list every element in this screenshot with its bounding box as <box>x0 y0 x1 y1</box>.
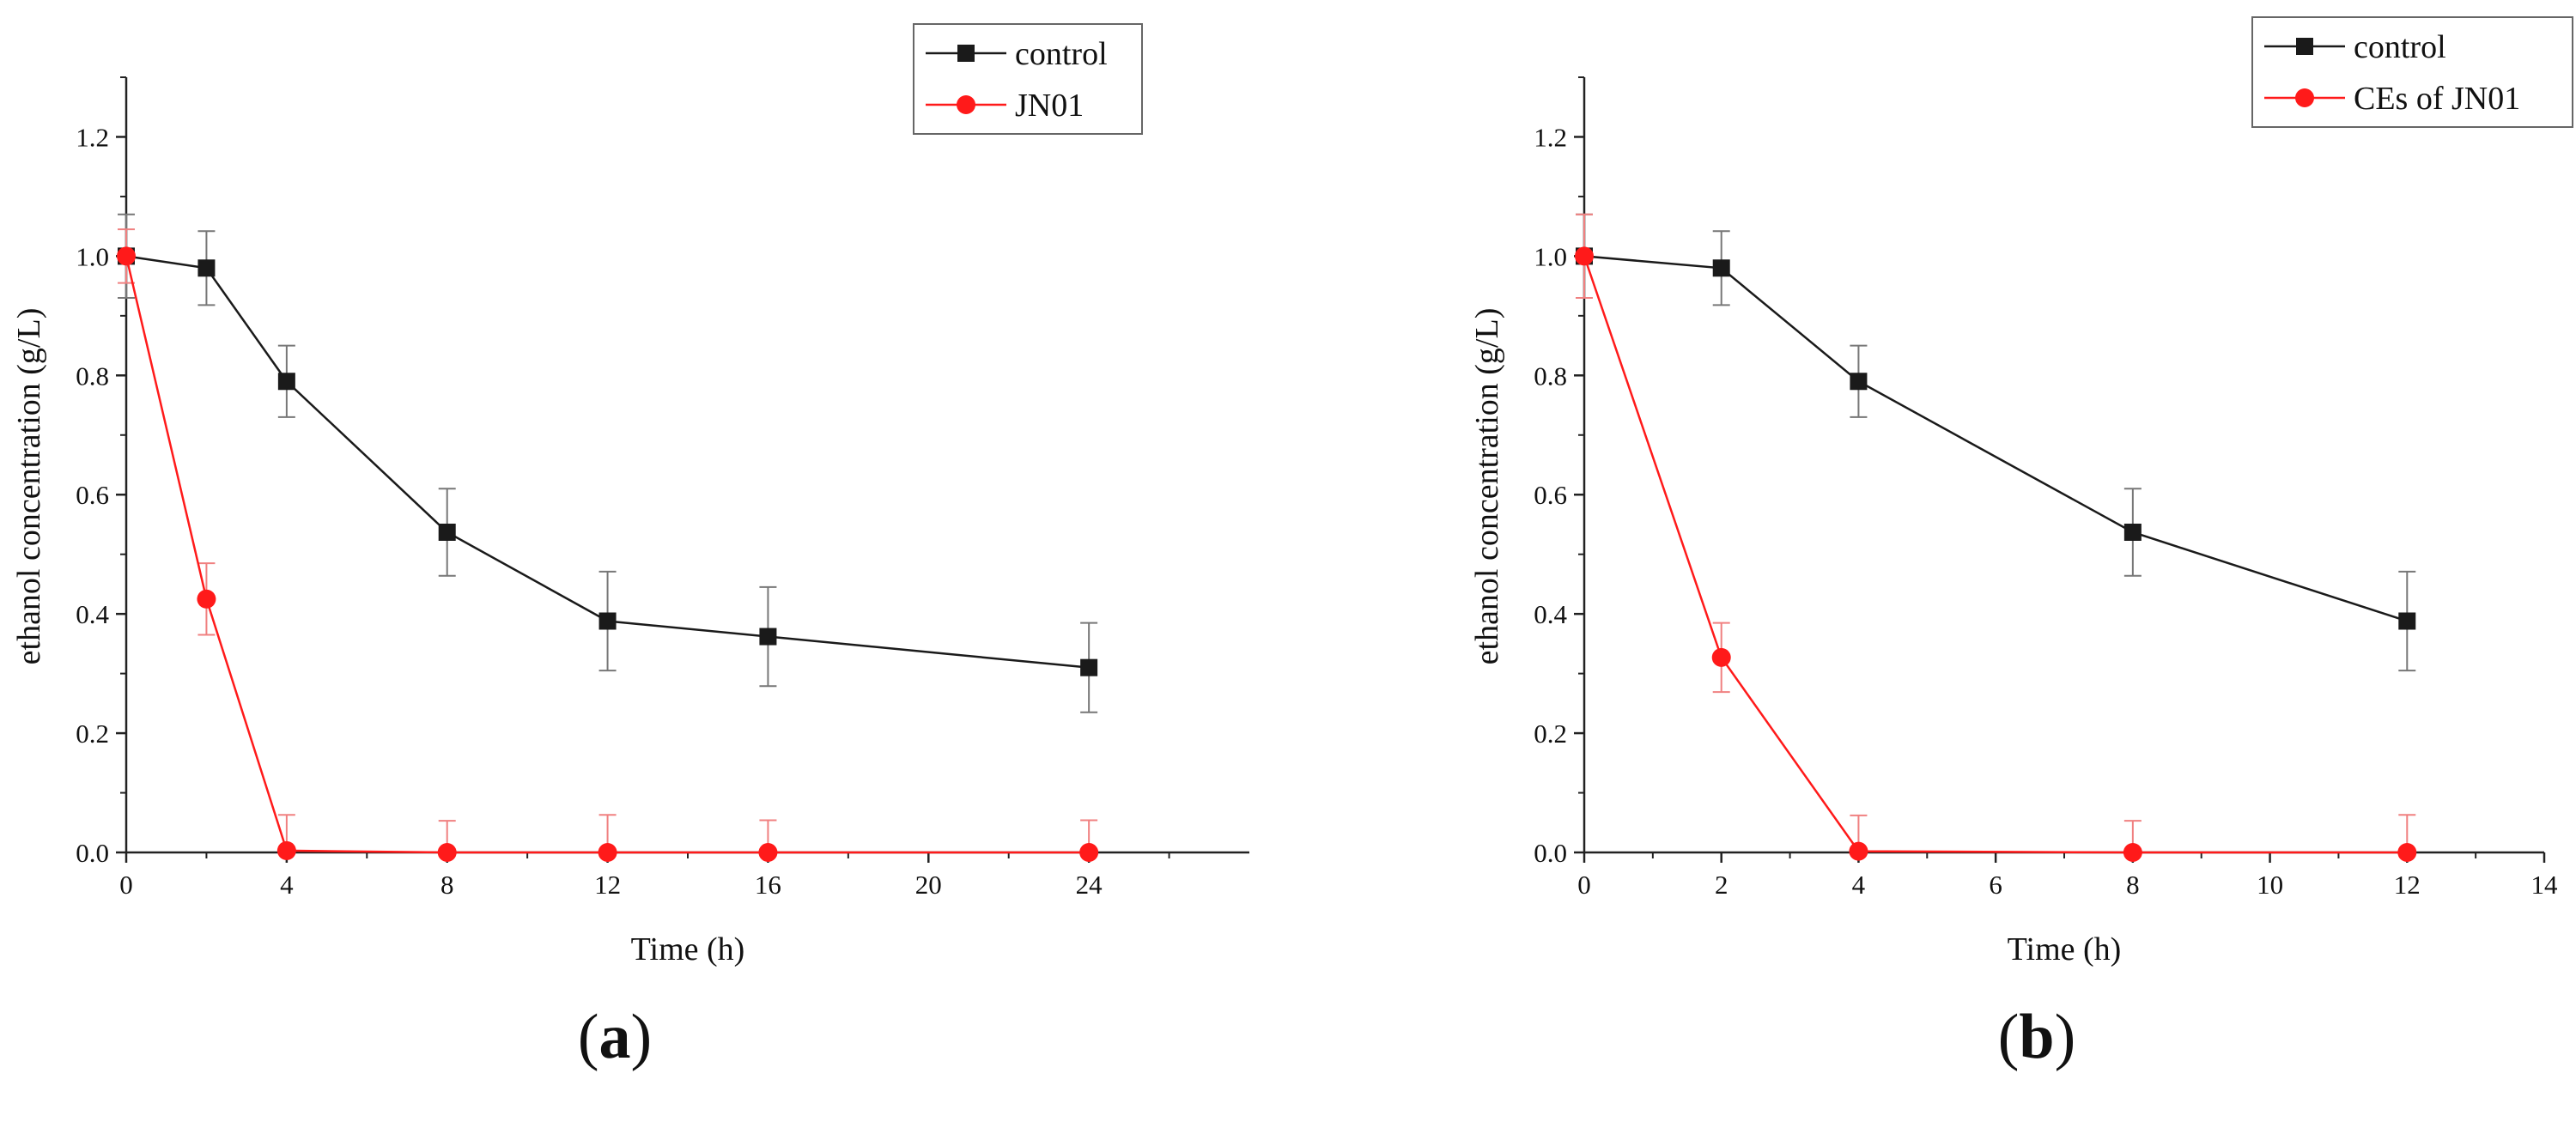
y-tick-label: 0.8 <box>76 361 109 391</box>
data-point-square <box>1850 373 1868 391</box>
data-point-circle <box>1849 841 1868 861</box>
legend-box <box>913 23 1143 135</box>
y-tick-label: 0.6 <box>1534 480 1567 510</box>
x-tick-label: 24 <box>1076 870 1103 900</box>
data-point-circle <box>197 589 216 609</box>
legend-box <box>2251 16 2573 128</box>
y-tick-label: 1.0 <box>76 241 109 271</box>
data-point-square <box>2123 523 2142 541</box>
x-tick-label: 8 <box>440 870 454 900</box>
legend: control CEs of JN01 <box>2251 16 2573 128</box>
y-tick-label: 0.0 <box>1534 838 1567 868</box>
series-line <box>1583 255 2408 854</box>
x-tick-label: 0 <box>119 870 133 900</box>
x-tick-label: 12 <box>2394 870 2421 900</box>
y-axis-title: ethanol concentration (g/L) <box>11 308 47 665</box>
legend-label: control <box>2354 29 2446 65</box>
x-tick-label: 14 <box>2531 870 2559 900</box>
chart-panel-a: 0.0 0.2 0.4 0.6 0.8 1.0 1.2 0 4 8 12 16 20 24 Time (h)… <box>11 23 1249 967</box>
chart-panel-b: 0.0 0.2 0.4 0.6 0.8 1.0 1.2 0 2 4 6 8 10 12 14 Time (h)… <box>1469 16 2573 967</box>
legend: control JN01 <box>913 23 1143 135</box>
data-point-circle <box>2123 843 2142 862</box>
x-tick-label: 2 <box>1715 870 1728 900</box>
legend-marker-square <box>2296 38 2313 55</box>
legend-marker-square <box>957 45 975 62</box>
data-point-square <box>277 373 295 391</box>
x-tick-label: 20 <box>915 870 942 900</box>
series-treatment <box>117 228 1099 862</box>
data-point-circle <box>117 246 136 266</box>
data-point-circle <box>437 843 457 862</box>
x-tick-label: 0 <box>1577 870 1591 900</box>
y-tick-label: 1.0 <box>1534 241 1567 271</box>
x-tick-label: 4 <box>1852 870 1866 900</box>
x-tick-label: 8 <box>2126 870 2140 900</box>
y-tick-label: 1.2 <box>76 122 109 152</box>
legend-marker-circle <box>2295 88 2314 107</box>
y-tick-label: 0.2 <box>76 719 109 749</box>
y-axis-title: ethanol concentration (g/L) <box>1469 308 1505 665</box>
data-point-square <box>2398 612 2416 630</box>
x-axis-title: Time (h) <box>631 931 745 967</box>
data-point-square <box>1080 658 1098 676</box>
y-tick-label: 0.4 <box>1534 599 1567 629</box>
y-tick-label: 0.0 <box>76 838 109 868</box>
data-point-circle <box>276 840 296 860</box>
x-tick-label: 4 <box>280 870 294 900</box>
x-axis-title: Time (h) <box>2008 931 2122 967</box>
legend-label: control <box>1015 36 1108 72</box>
data-point-square <box>598 612 617 630</box>
x-tick-label: 6 <box>1989 870 2002 900</box>
data-point-circle <box>1711 647 1731 667</box>
x-tick-label: 16 <box>755 870 781 900</box>
data-point-circle <box>758 843 778 862</box>
legend-label: JN01 <box>1015 88 1084 124</box>
data-point-square <box>759 628 777 646</box>
data-point-square <box>438 523 456 541</box>
panel-label-a: (a) <box>578 1002 652 1072</box>
legend-marker-circle <box>957 95 975 114</box>
y-tick-label: 0.4 <box>76 599 109 629</box>
data-point-square <box>197 259 216 277</box>
panel-label-b: (b) <box>1998 1002 2075 1072</box>
series-line <box>1583 255 2408 622</box>
series-line <box>125 256 1090 854</box>
y-tick-label: 0.2 <box>1534 719 1567 749</box>
data-point-circle <box>598 843 617 862</box>
series-control <box>118 213 1098 713</box>
data-point-circle <box>1079 843 1099 862</box>
series-treatment <box>1575 213 2417 862</box>
x-tick-label: 10 <box>2257 870 2283 900</box>
y-tick-label: 0.6 <box>76 480 109 510</box>
data-point-square <box>1712 259 1730 277</box>
y-tick-label: 0.8 <box>1534 361 1567 391</box>
x-tick-label: 12 <box>594 870 621 900</box>
data-point-circle <box>2397 843 2417 862</box>
legend-label: CEs of JN01 <box>2354 81 2520 117</box>
data-point-circle <box>1575 246 1594 266</box>
y-tick-label: 1.2 <box>1534 122 1567 152</box>
